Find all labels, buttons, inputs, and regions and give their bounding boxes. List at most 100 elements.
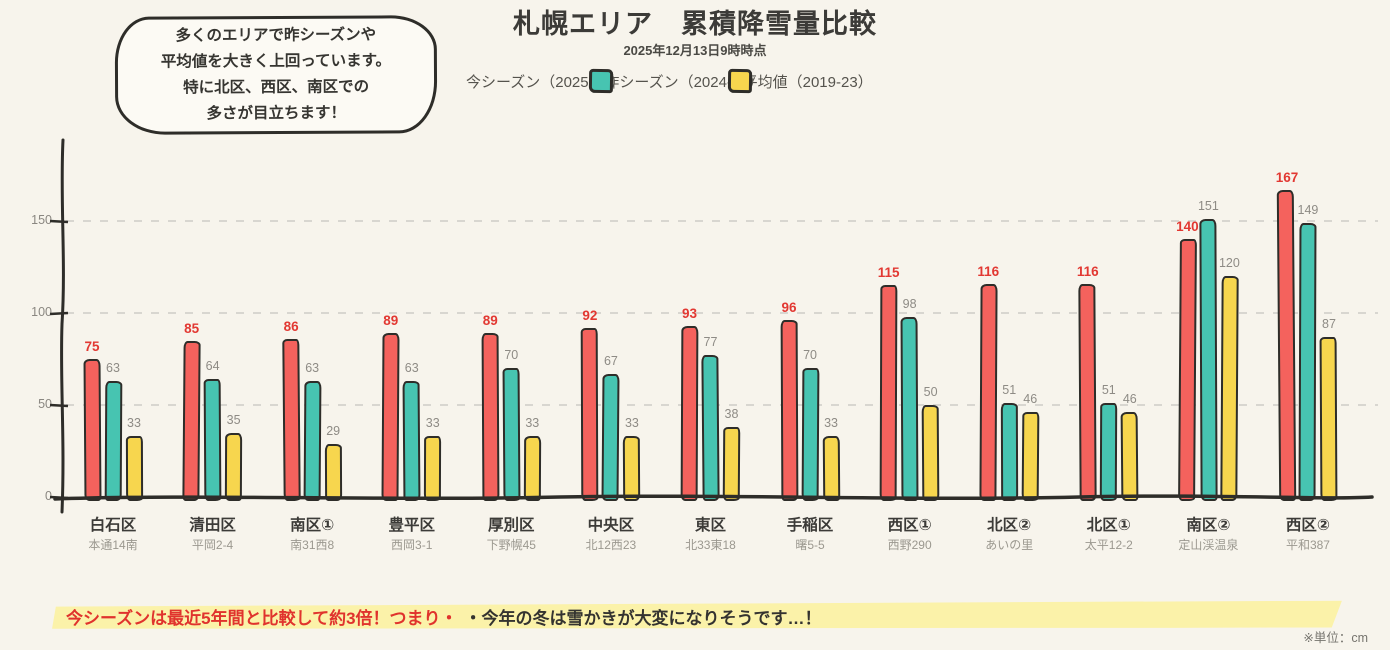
bar-this-season xyxy=(1177,239,1197,502)
bar-value-label: 140 xyxy=(1176,219,1199,235)
bar-this-season xyxy=(83,358,101,502)
bar-value-label: 167 xyxy=(1275,169,1299,185)
category-label: 白石区 xyxy=(89,517,137,534)
category-sublabel: 定山渓温泉 xyxy=(1178,538,1239,552)
unit-note: ※単位：cm xyxy=(1303,631,1368,645)
y-tick-50 xyxy=(49,403,69,408)
y-axis-tick-label: 0 xyxy=(45,489,52,503)
category-sublabel: 太平12-2 xyxy=(1084,538,1133,552)
category-label: 手稲区 xyxy=(786,517,834,534)
category-sublabel: 下野幌45 xyxy=(486,538,536,552)
bar-value-label: 86 xyxy=(283,318,299,334)
page-title: 札幌エリア 累積降雪量比較 xyxy=(513,9,877,39)
category-label: 南区② xyxy=(1186,517,1231,534)
bar-value-label: 89 xyxy=(482,313,498,329)
bar-average xyxy=(1120,412,1139,502)
category-label: 南区① xyxy=(290,517,335,534)
bar-value-label: 46 xyxy=(1023,392,1038,407)
bar-last-season xyxy=(601,373,620,502)
category-label: 中央区 xyxy=(587,517,635,534)
y-axis-tick-label: 50 xyxy=(38,397,52,411)
category-label: 豊平区 xyxy=(388,517,435,534)
category-label: 厚別区 xyxy=(488,517,535,534)
category-label: 北区② xyxy=(987,517,1032,534)
bar-value-label: 151 xyxy=(1197,199,1219,214)
bar-this-season xyxy=(680,325,699,502)
bar-last-season xyxy=(1000,403,1018,502)
category-sublabel: 北12西23 xyxy=(585,538,637,552)
category-label: 西区② xyxy=(1285,517,1331,534)
bar-last-season xyxy=(402,381,421,502)
bar-value-label: 29 xyxy=(326,423,341,438)
bar-value-label: 75 xyxy=(84,339,100,354)
y-axis-tick-label: 100 xyxy=(31,305,52,319)
y-tick-100 xyxy=(49,311,69,316)
bar-last-season xyxy=(900,316,919,502)
y-tick-150 xyxy=(49,219,69,224)
bar-value-label: 38 xyxy=(724,407,739,422)
bar-value-label: 70 xyxy=(504,348,519,363)
bar-value-label: 87 xyxy=(1322,316,1336,331)
bar-value-label: 63 xyxy=(106,361,120,376)
bar-average xyxy=(224,432,243,502)
bar-this-season xyxy=(1277,189,1297,502)
bar-value-label: 116 xyxy=(977,263,1000,279)
page-subtitle: 2025年12月13日9時時点 xyxy=(623,43,767,58)
bar-value-label: 63 xyxy=(404,361,419,376)
category-sublabel: 南31西8 xyxy=(290,538,335,552)
bar-average xyxy=(424,436,442,502)
bar-value-label: 96 xyxy=(781,300,797,316)
bar-average xyxy=(324,443,342,502)
bar-average xyxy=(822,436,840,502)
bar-value-label: 63 xyxy=(305,361,320,376)
category-sublabel: 北33東18 xyxy=(685,538,736,552)
category-label: 北区① xyxy=(1086,517,1131,534)
bar-value-label: 77 xyxy=(703,335,718,350)
insight-banner: 今シーズンは最近5年間と比較して約3倍！つまり・ ・今年の冬は雪かきが大変になり… xyxy=(66,603,822,630)
bar-average xyxy=(722,427,741,502)
bar-value-label: 50 xyxy=(923,385,938,399)
legend-swatch-yellow xyxy=(727,68,752,94)
bar-value-label: 33 xyxy=(624,416,639,431)
bar-this-season xyxy=(381,333,400,502)
bar-value-label: 92 xyxy=(582,307,598,323)
legend-swatch-teal xyxy=(589,68,614,94)
y-axis xyxy=(60,138,65,514)
legend-label-average: 平均値（2019-23） xyxy=(742,73,873,91)
bar-value-label: 35 xyxy=(226,412,241,427)
bar-average xyxy=(921,404,940,502)
bar-value-label: 149 xyxy=(1297,202,1319,217)
category-label: 東区 xyxy=(694,517,726,534)
bar-last-season xyxy=(801,368,819,502)
bar-average xyxy=(1021,412,1040,502)
category-sublabel: 本通14南 xyxy=(88,538,138,552)
bar-value-label: 85 xyxy=(184,320,200,336)
bar-value-label: 51 xyxy=(1101,383,1116,398)
bar-value-label: 64 xyxy=(205,359,220,374)
bar-average xyxy=(1320,336,1338,502)
banner-dark-text: ・今年の冬は雪かきが大変になりそうです…！ xyxy=(464,609,822,628)
bar-last-season xyxy=(502,368,521,502)
bar-value-label: 46 xyxy=(1122,392,1137,407)
legend-label-last-season: 昨シーズン（2024-25） xyxy=(604,73,764,91)
bar-last-season xyxy=(701,355,720,502)
bar-value-label: 33 xyxy=(127,416,141,431)
bar-value-label: 93 xyxy=(681,305,697,321)
category-label: 清田区 xyxy=(189,517,236,534)
category-label: 西区① xyxy=(887,517,932,534)
category-sublabel: 曙5-5 xyxy=(795,538,825,552)
bar-average xyxy=(125,436,143,502)
bar-last-season xyxy=(303,381,322,502)
bar-this-season xyxy=(879,285,898,502)
bar-last-season xyxy=(1298,222,1317,502)
bar-last-season xyxy=(1100,403,1118,502)
chart-legend: 今シーズン（2025-26） 昨シーズン（2024-25） 平均値（2019-2… xyxy=(466,66,873,96)
bar-value-label: 89 xyxy=(383,313,399,329)
category-sublabel: 西野290 xyxy=(887,538,932,552)
bar-value-label: 33 xyxy=(824,416,838,431)
category-sublabel: あいの里 xyxy=(985,538,1034,552)
category-sublabel: 西岡3-1 xyxy=(391,538,433,552)
bar-average xyxy=(523,436,541,502)
bar-value-label: 115 xyxy=(877,265,900,281)
